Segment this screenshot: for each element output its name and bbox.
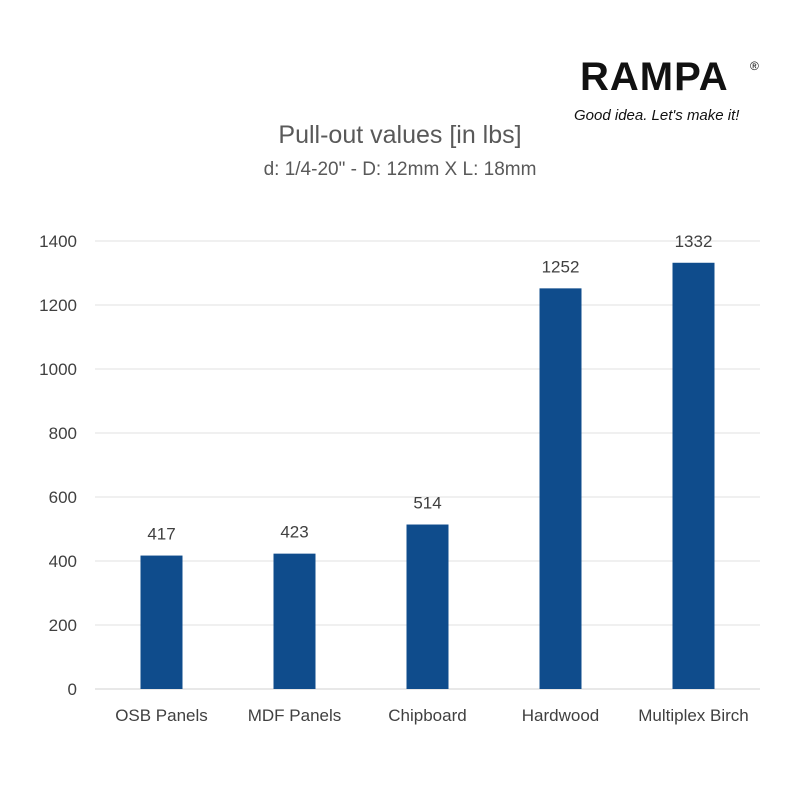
y-tick-label: 1400 xyxy=(39,232,77,251)
x-tick-label: Chipboard xyxy=(388,706,466,725)
rampa-logo: RAMPA ® Good idea. Let's make it! xyxy=(572,52,772,132)
registered-mark: ® xyxy=(750,59,759,73)
y-tick-label: 200 xyxy=(49,616,77,635)
data-label: 514 xyxy=(413,494,441,513)
data-label: 1252 xyxy=(542,257,580,276)
x-tick-label: Multiplex Birch xyxy=(638,706,749,725)
data-label: 423 xyxy=(280,523,308,542)
y-tick-label: 1000 xyxy=(39,360,77,379)
y-tick-label: 1200 xyxy=(39,296,77,315)
y-tick-label: 400 xyxy=(49,552,77,571)
y-axis-ticks: 0 200 400 600 800 1000 1200 1400 xyxy=(39,232,77,699)
bar xyxy=(273,553,316,689)
y-tick-label: 800 xyxy=(49,424,77,443)
x-tick-label: MDF Panels xyxy=(248,706,342,725)
bars xyxy=(140,262,715,689)
logo-wordmark: RAMPA xyxy=(580,55,729,99)
x-tick-label: Hardwood xyxy=(522,706,600,725)
x-tick-label: OSB Panels xyxy=(115,706,208,725)
chart-subtitle: d: 1/4-20" - D: 12mm X L: 18mm xyxy=(264,159,537,180)
data-labels: 417 423 514 1252 1332 xyxy=(147,232,712,544)
data-label: 1332 xyxy=(675,232,713,251)
y-tick-label: 0 xyxy=(68,680,77,699)
bar xyxy=(140,555,183,689)
logo-tagline: Good idea. Let's make it! xyxy=(574,107,740,124)
y-tick-label: 600 xyxy=(49,488,77,507)
bar xyxy=(406,524,449,689)
x-axis-ticks: OSB Panels MDF Panels Chipboard Hardwood Mul… xyxy=(115,706,749,725)
data-label: 417 xyxy=(147,525,175,544)
bar xyxy=(672,262,715,689)
bar xyxy=(539,288,582,689)
chart-title: Pull-out values [in lbs] xyxy=(278,121,521,149)
